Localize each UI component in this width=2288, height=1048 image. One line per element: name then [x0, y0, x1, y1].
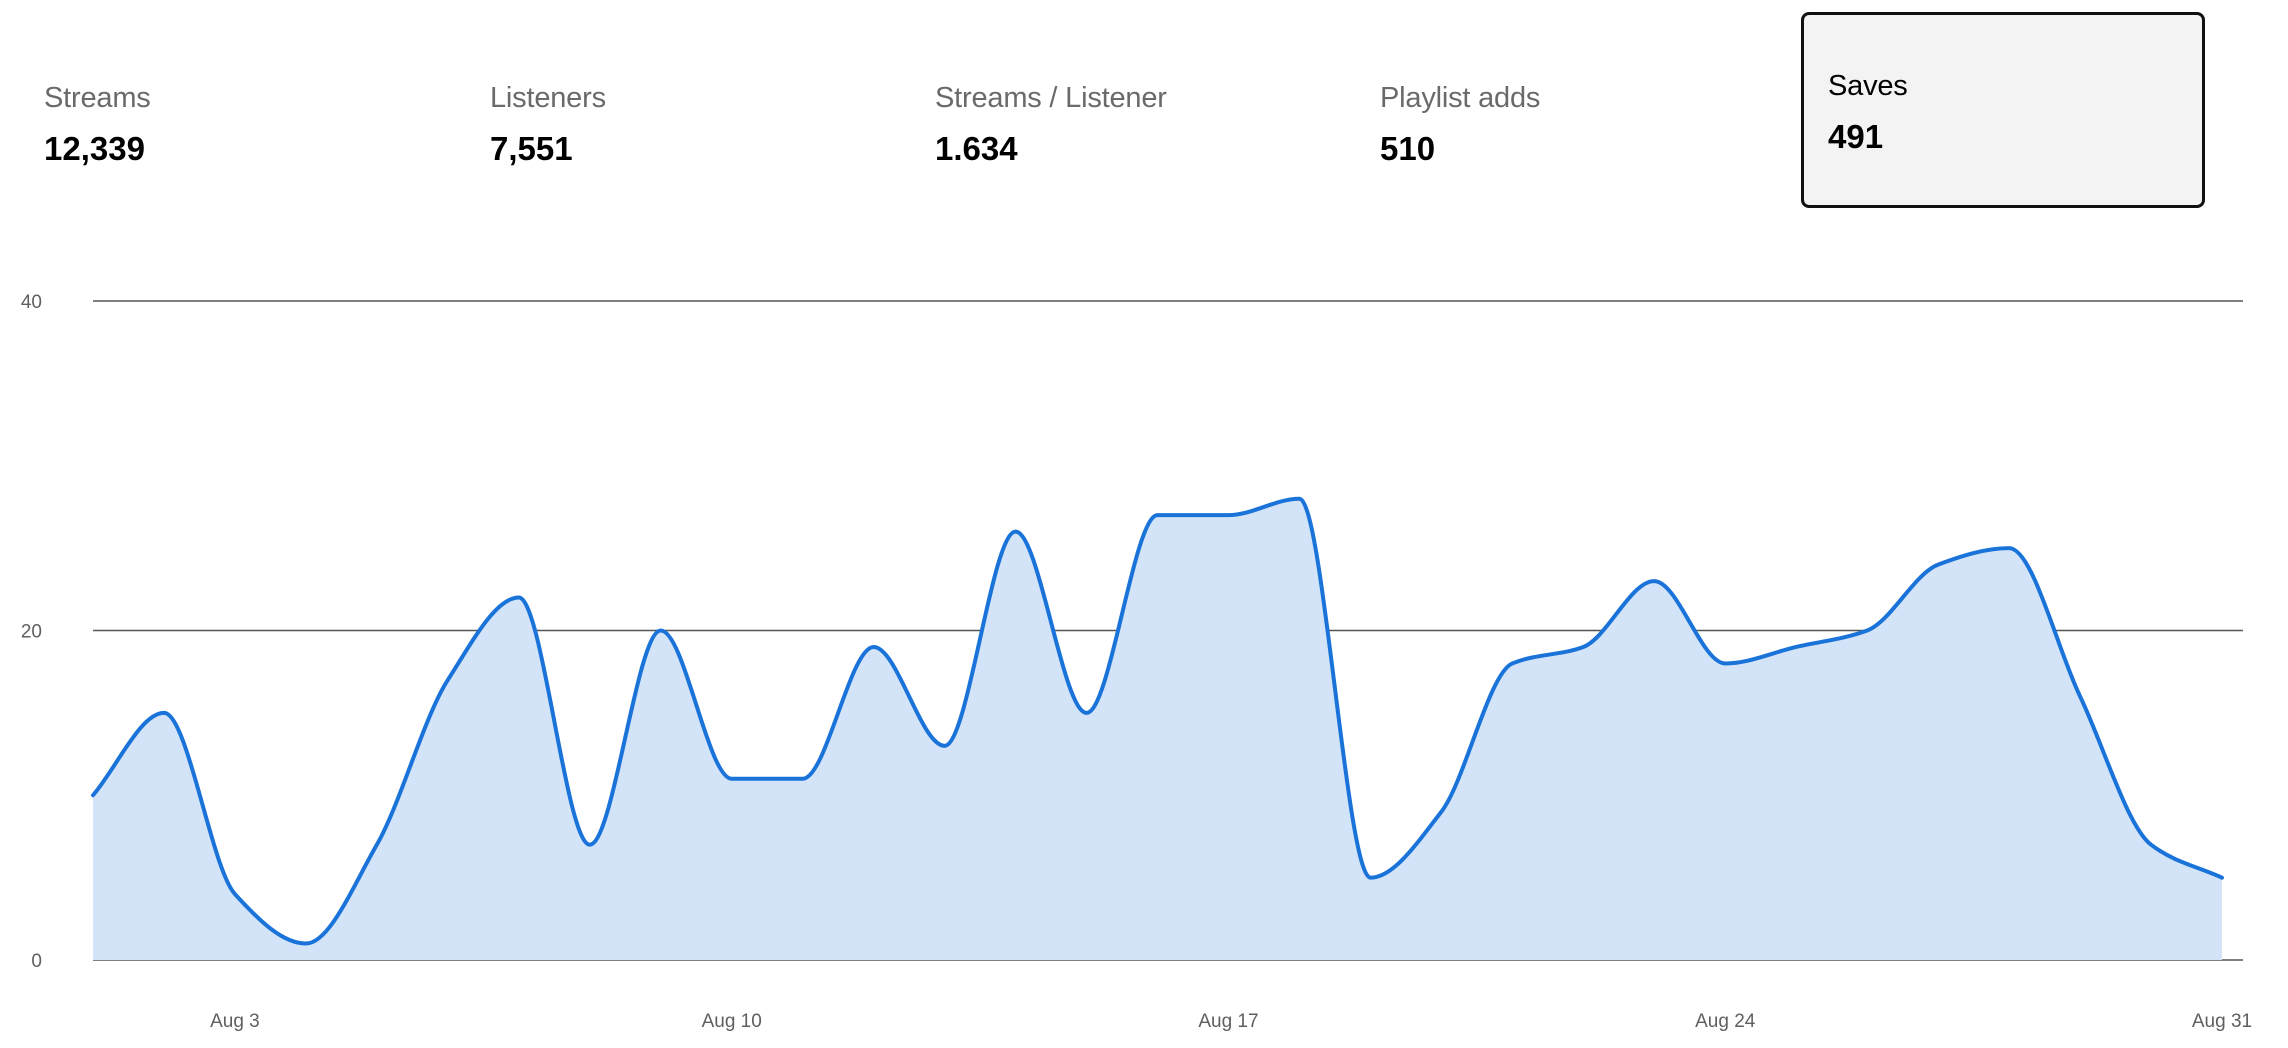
stat-streams-per-listener[interactable]: Streams / Listener 1.634	[891, 12, 1295, 208]
data-point[interactable]: Aug 18: 28	[1289, 489, 1309, 509]
data-point[interactable]: Aug 25: 19	[1786, 637, 1806, 657]
stat-label: Streams	[44, 82, 151, 114]
y-tick-label: 0	[31, 951, 42, 972]
data-point[interactable]: Aug 17: 27	[1218, 505, 1238, 525]
y-axis-labels: 0 20 40	[21, 292, 42, 972]
stat-label: Saves	[1828, 70, 1908, 102]
stat-value: 1.634	[935, 130, 1018, 167]
stat-label: Listeners	[490, 82, 606, 114]
series-area-fill	[93, 498, 2222, 960]
data-point[interactable]: Aug 14: 26	[1006, 522, 1026, 542]
stat-playlist-adds[interactable]: Playlist adds 510	[1336, 12, 1740, 208]
y-tick-label: 20	[21, 622, 42, 643]
data-point[interactable]: Aug 31: 5	[2212, 868, 2232, 888]
data-point[interactable]: Aug 3: 4	[225, 884, 245, 904]
data-point[interactable]: Aug 29: 16	[2070, 686, 2090, 706]
x-tick-label: Aug 3	[210, 1011, 260, 1032]
stat-label: Playlist adds	[1380, 82, 1541, 114]
data-point[interactable]: Aug 5: 7	[367, 835, 387, 855]
data-point[interactable]: Aug 19: 5	[1360, 868, 1380, 888]
data-point[interactable]: Aug 2: 15	[154, 703, 174, 723]
data-point[interactable]: Aug 30: 7	[2141, 835, 2161, 855]
data-point[interactable]: Aug 23: 23	[1644, 571, 1664, 591]
data-point[interactable]: Aug 7: 22	[509, 588, 529, 608]
stat-value: 510	[1380, 130, 1436, 167]
stat-listeners[interactable]: Listeners 7,551	[446, 12, 850, 208]
stats-row: Streams 12,339 Listeners 7,551 Streams /…	[0, 0, 2288, 230]
data-point[interactable]: Aug 20: 9	[1431, 802, 1451, 822]
data-point[interactable]: Aug 1: 10	[83, 785, 103, 805]
stat-value: 491	[1828, 118, 1884, 155]
stat-streams[interactable]: Streams 12,339	[0, 12, 404, 208]
data-point[interactable]: Aug 26: 20	[1857, 621, 1877, 641]
x-tick-label: Aug 31	[2192, 1011, 2252, 1032]
stat-label: Streams / Listener	[935, 82, 1167, 114]
data-point[interactable]: Aug 15: 15	[1077, 703, 1097, 723]
x-tick-label: Aug 24	[1695, 1011, 1756, 1032]
x-tick-label: Aug 10	[702, 1011, 762, 1032]
data-point[interactable]: Aug 10: 11	[722, 769, 742, 789]
data-point[interactable]: Aug 16: 27	[1148, 505, 1168, 525]
data-point[interactable]: Aug 27: 24	[1928, 555, 1948, 575]
data-point[interactable]: Aug 13: 13	[935, 736, 955, 756]
data-point[interactable]: Aug 12: 19	[864, 637, 884, 657]
stat-saves[interactable]: Saves 491	[1801, 12, 2205, 208]
data-point[interactable]: Aug 24: 18	[1715, 653, 1735, 673]
stat-value: 12,339	[44, 130, 145, 167]
data-point[interactable]: Aug 28: 25	[1999, 538, 2019, 558]
data-point[interactable]: Aug 9: 20	[651, 621, 671, 641]
data-point[interactable]: Aug 8: 7	[580, 835, 600, 855]
data-point[interactable]: Aug 21: 18	[1502, 653, 1522, 673]
data-point[interactable]: Aug 22: 19	[1573, 637, 1593, 657]
series-line	[91, 496, 2224, 946]
y-tick-label: 40	[21, 292, 42, 313]
data-point[interactable]: Aug 4: 1	[296, 934, 316, 954]
stat-value: 7,551	[490, 130, 573, 167]
x-axis-labels: Aug 3 Aug 10 Aug 17 Aug 24 Aug 31	[210, 1011, 2252, 1032]
data-point[interactable]: Aug 6: 17	[438, 670, 458, 690]
x-tick-label: Aug 17	[1198, 1011, 1258, 1032]
data-point[interactable]: Aug 11: 11	[793, 769, 813, 789]
